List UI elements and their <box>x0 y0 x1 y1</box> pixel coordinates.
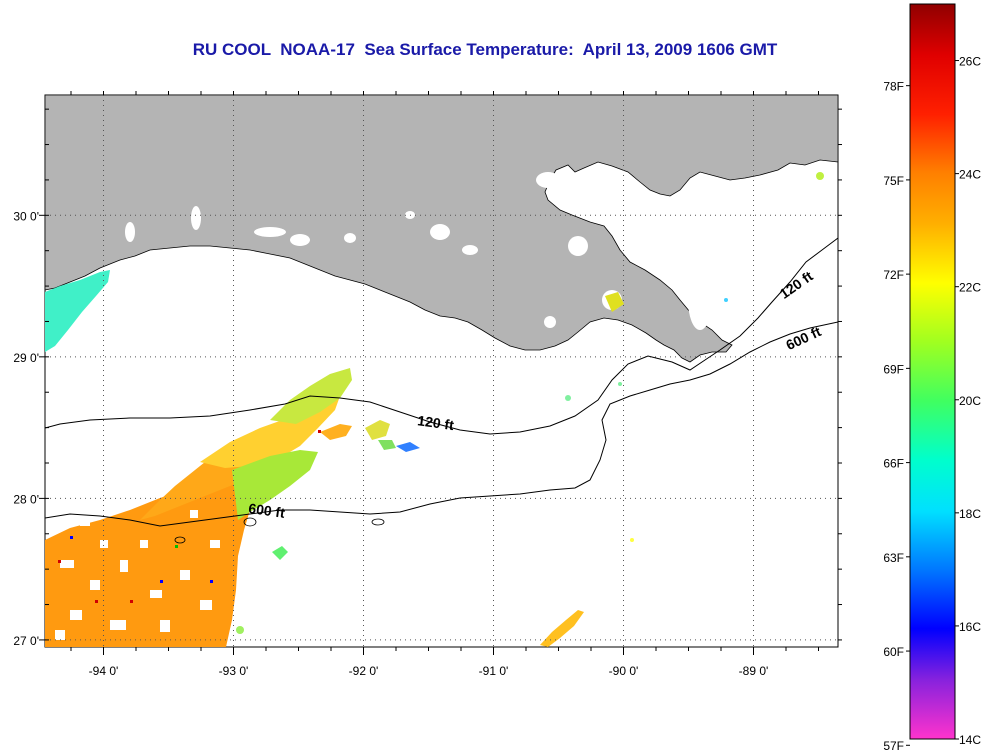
cb-f-label: 75F <box>883 174 904 188</box>
lon-tick-label: -93 0' <box>219 664 249 678</box>
cb-c-label: 24C <box>959 168 981 182</box>
map-grid <box>45 95 838 647</box>
cb-f-label: 66F <box>883 457 904 471</box>
cb-f-label: 72F <box>883 268 904 282</box>
contour-600ft <box>45 321 838 527</box>
cb-c-label: 20C <box>959 394 981 408</box>
lakes <box>125 172 746 330</box>
sst-data <box>45 172 824 647</box>
cb-c-label: 22C <box>959 281 981 295</box>
lat-tick-label: 28 0' <box>13 492 39 506</box>
cb-c-label: 16C <box>959 620 981 634</box>
contour-label: 120 ft <box>416 412 455 433</box>
cb-c-label: 18C <box>959 507 981 521</box>
lon-tick-label: -94 0' <box>89 664 119 678</box>
colorbar-celsius-labels: 26C 24C 22C 20C 18C 16C 14C <box>955 55 981 747</box>
contour-label: 600 ft <box>247 500 286 521</box>
lat-tick-label: 29 0' <box>13 351 39 365</box>
colorbar <box>909 3 956 740</box>
cb-f-label: 57F <box>883 739 904 753</box>
lon-tick-label: -90 0' <box>609 664 639 678</box>
map-title: RU COOL NOAA-17 Sea Surface Temperature:… <box>192 40 778 59</box>
cb-f-label: 78F <box>883 80 904 94</box>
data-dots <box>58 430 321 603</box>
cb-f-label: 60F <box>883 645 904 659</box>
lon-tick-label: -92 0' <box>349 664 379 678</box>
lat-tick-label: 27 0' <box>13 634 39 648</box>
cb-c-label: 14C <box>959 733 981 747</box>
latitude-ticks: 30 0' 29 0' 28 0' 27 0' <box>13 108 842 648</box>
longitude-ticks: -94 0' -93 0' -92 0' -91 0' -90 0' -89 0' <box>70 91 819 678</box>
colorbar-fahrenheit-labels: 78F 75F 72F 69F 66F 63F 60F 57F <box>883 80 910 753</box>
cb-f-label: 69F <box>883 362 904 376</box>
cb-f-label: 63F <box>883 551 904 565</box>
cb-c-label: 26C <box>959 55 981 69</box>
contour-120ft <box>45 237 838 435</box>
lon-tick-label: -89 0' <box>739 664 769 678</box>
lon-tick-label: -91 0' <box>479 664 509 678</box>
shoals <box>174 517 385 544</box>
lat-tick-label: 30 0' <box>13 209 39 223</box>
cloud-speckle <box>55 510 220 640</box>
